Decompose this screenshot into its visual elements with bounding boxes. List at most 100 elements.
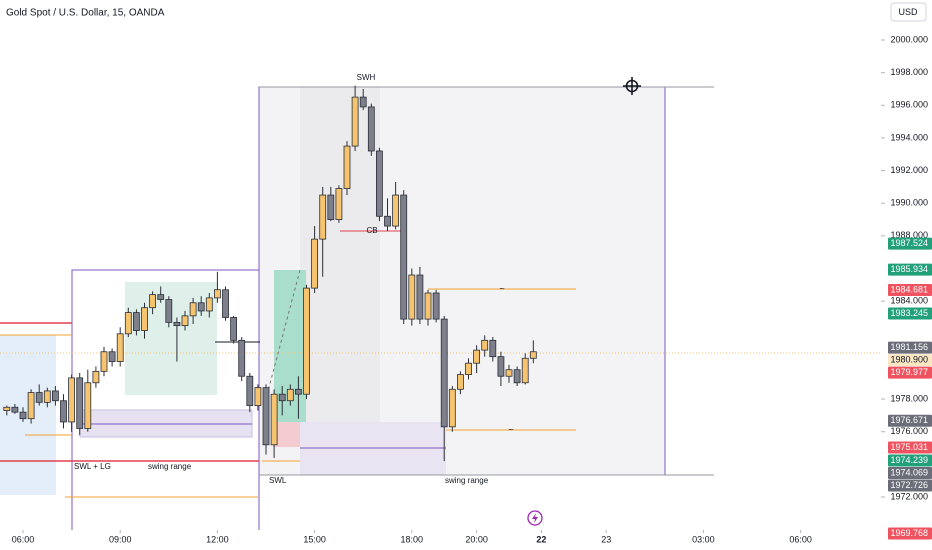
price-label-box: [888, 263, 932, 276]
x-tick-label: 15:00: [303, 534, 326, 544]
annotation: CB: [366, 226, 377, 235]
candle-body: [489, 339, 497, 358]
candle-body: [497, 356, 505, 377]
price-label-box: [888, 527, 932, 540]
candle-body: [286, 388, 294, 402]
candle-body: [295, 388, 302, 395]
zone: [125, 282, 217, 395]
candle-body: [513, 369, 521, 384]
x-tick-label: 12:00: [206, 534, 229, 544]
candle-body: [133, 312, 140, 331]
y-tick-label: 1992.000: [890, 165, 928, 175]
price-label: 1984.681: [890, 284, 928, 294]
price-label-box: [888, 237, 932, 250]
annotation: SWL + LG: [74, 462, 111, 471]
candle-body: [141, 307, 148, 331]
candle-body: [408, 274, 416, 320]
x-tick-label: 22: [536, 534, 546, 544]
annotation: SWH: [357, 73, 376, 82]
candle-body: [27, 392, 35, 420]
candle-body: [100, 351, 108, 372]
candle-body: [165, 299, 173, 323]
candle-body: [367, 106, 375, 152]
x-tick-label: 18:00: [401, 534, 424, 544]
candle-body: [521, 357, 529, 384]
annotation: swing range: [445, 476, 489, 485]
price-label: 1974.069: [890, 467, 928, 477]
price-label: 1980.900: [890, 354, 928, 364]
annotation: ~: [499, 283, 504, 293]
candle-body: [116, 333, 124, 362]
replay-icon[interactable]: [527, 510, 543, 526]
price-label-box: [888, 479, 932, 492]
price-label-box: [888, 284, 932, 297]
annotation: SWL: [269, 476, 287, 485]
annotation: ~: [508, 424, 513, 434]
time-axis: [0, 530, 881, 550]
candle-body: [327, 194, 335, 220]
candle-body: [505, 369, 513, 377]
chart-title: Gold Spot / U.S. Dollar, 15, OANDA: [6, 8, 165, 19]
price-label: 1975.031: [890, 442, 928, 452]
candle-body: [384, 215, 391, 227]
candle-body: [60, 400, 67, 423]
price-label: 1974.239: [890, 455, 928, 465]
y-tick-label: 1978.000: [890, 393, 928, 403]
price-label: 1985.934: [890, 264, 928, 274]
y-tick-label: 1990.000: [890, 198, 928, 208]
price-label-box: [888, 354, 932, 367]
candle-body: [262, 387, 270, 446]
currency-button[interactable]: [890, 2, 927, 22]
axes: 2000.000 1998.000 1996.000 1994.000 1992.000…: [12, 34, 932, 544]
candle-body: [68, 377, 76, 423]
candle-body: [52, 390, 59, 402]
candle-body: [376, 150, 383, 217]
candle-body: [440, 318, 448, 428]
candle-body: [124, 312, 132, 335]
candle-body: [270, 393, 278, 446]
candle-body: [529, 351, 537, 359]
candle-body: [238, 339, 246, 377]
candle-body: [19, 411, 27, 420]
candle-body: [416, 274, 424, 320]
candle-body: [108, 351, 116, 362]
y-tick-label: 1984.000: [890, 296, 928, 306]
candle-body: [424, 292, 432, 320]
candle-body: [11, 406, 19, 413]
candle-body: [319, 194, 327, 240]
y-tick-label: 1988.000: [890, 230, 928, 240]
x-tick-label: 09:00: [109, 534, 132, 544]
price-label-box: [888, 341, 932, 354]
candle-body: [400, 194, 408, 320]
candle-body: [278, 393, 286, 402]
x-tick-label: 20:00: [465, 534, 488, 544]
price-label: 1983.245: [890, 308, 928, 318]
candle-body: [197, 302, 205, 312]
candle-body: [359, 96, 367, 108]
candle-body: [473, 349, 481, 364]
candle-body: [189, 302, 197, 317]
candle-body: [43, 390, 51, 403]
candle-body: [335, 188, 343, 220]
y-tick-label: 1972.000: [890, 491, 928, 501]
candle-body: [311, 238, 319, 289]
price-label: 1972.726: [890, 480, 928, 490]
price-label-box: [888, 441, 932, 454]
price-label: 1976.671: [890, 415, 928, 425]
crosshair-icon: [623, 77, 641, 95]
price-label: 1979.977: [890, 367, 928, 377]
candle-body: [343, 145, 351, 189]
candle-body: [157, 294, 165, 300]
candle-body: [230, 317, 238, 341]
candle-body: [181, 315, 189, 327]
price-label-box: [888, 454, 932, 467]
candle-body: [254, 387, 262, 407]
candle-body: [149, 294, 157, 309]
candle-body: [481, 339, 489, 351]
price-label: 1969.768: [890, 528, 928, 538]
x-tick-label: 06:00: [789, 534, 812, 544]
y-tick-label: 1994.000: [890, 132, 928, 142]
annotation: swing range: [148, 462, 192, 471]
candle-body: [92, 370, 100, 384]
candle-body: [76, 377, 84, 429]
